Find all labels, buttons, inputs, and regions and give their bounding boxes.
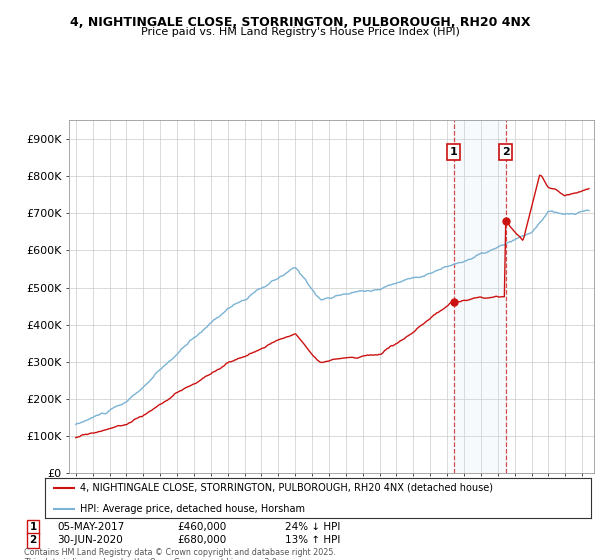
Text: 24% ↓ HPI: 24% ↓ HPI xyxy=(285,522,340,532)
Text: 05-MAY-2017: 05-MAY-2017 xyxy=(57,522,124,532)
Text: Price paid vs. HM Land Registry's House Price Index (HPI): Price paid vs. HM Land Registry's House … xyxy=(140,27,460,37)
Text: 2: 2 xyxy=(502,147,509,157)
Text: £460,000: £460,000 xyxy=(177,522,226,532)
Text: 30-JUN-2020: 30-JUN-2020 xyxy=(57,535,123,545)
Text: HPI: Average price, detached house, Horsham: HPI: Average price, detached house, Hors… xyxy=(80,504,305,514)
Text: 1: 1 xyxy=(450,147,457,157)
Text: £680,000: £680,000 xyxy=(177,535,226,545)
Text: 4, NIGHTINGALE CLOSE, STORRINGTON, PULBOROUGH, RH20 4NX (detached house): 4, NIGHTINGALE CLOSE, STORRINGTON, PULBO… xyxy=(80,483,493,493)
Text: 2: 2 xyxy=(29,535,37,545)
Text: Contains HM Land Registry data © Crown copyright and database right 2025.
This d: Contains HM Land Registry data © Crown c… xyxy=(24,548,336,560)
Bar xyxy=(454,120,506,473)
Text: 4, NIGHTINGALE CLOSE, STORRINGTON, PULBOROUGH, RH20 4NX: 4, NIGHTINGALE CLOSE, STORRINGTON, PULBO… xyxy=(70,16,530,29)
Text: 1: 1 xyxy=(29,522,37,532)
Text: 13% ↑ HPI: 13% ↑ HPI xyxy=(285,535,340,545)
